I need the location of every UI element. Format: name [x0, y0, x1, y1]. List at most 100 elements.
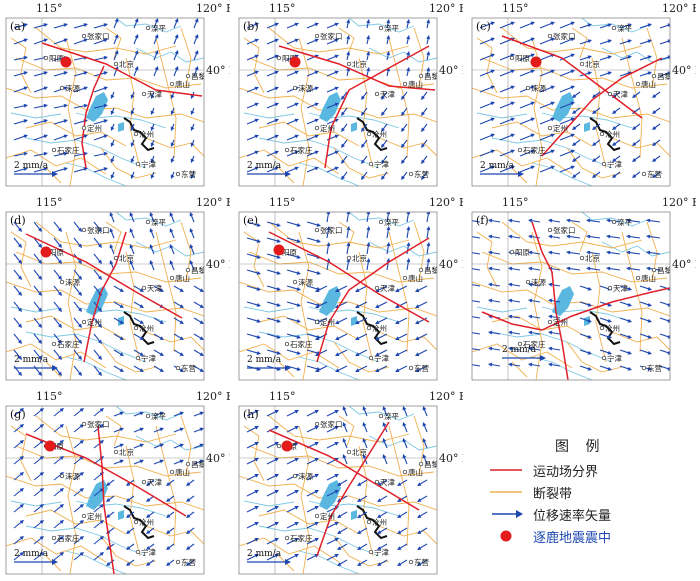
velocity-vector	[559, 69, 575, 77]
city-shijiazhuang: 石家庄	[284, 145, 313, 155]
velocity-vector	[606, 266, 621, 271]
fault-line	[413, 27, 425, 89]
velocity-vector	[246, 506, 259, 513]
velocity-vector	[33, 38, 48, 45]
river	[476, 306, 528, 313]
velocity-vector	[166, 479, 175, 486]
velocity-vector	[73, 408, 84, 417]
velocity-vector	[53, 349, 62, 360]
velocity-vector	[397, 559, 408, 566]
velocity-vector	[266, 237, 281, 243]
velocity-vector	[13, 349, 22, 360]
velocity-vector	[286, 333, 301, 339]
velocity-vector	[173, 34, 179, 45]
fault-line	[10, 425, 32, 482]
velocity-vector	[341, 107, 348, 116]
city-tangshan: 唐山	[402, 79, 423, 89]
velocity-vector	[266, 506, 279, 513]
velocity-vector	[13, 86, 28, 93]
legend-title: 图 例	[555, 439, 606, 455]
velocity-vector	[626, 266, 641, 271]
velocity-vector	[315, 301, 328, 308]
velocity-vector	[149, 244, 155, 255]
lat-label: 40° N	[672, 258, 696, 271]
svg-text:昌黎: 昌黎	[657, 71, 672, 81]
velocity-vector	[659, 365, 670, 371]
velocity-vector	[579, 349, 592, 355]
velocity-vector	[528, 314, 541, 319]
svg-text:滦平: 滦平	[617, 23, 632, 33]
city-dongying: 东营	[408, 363, 429, 373]
fault-line	[358, 251, 374, 363]
svg-text:张家口: 张家口	[87, 225, 110, 235]
lat-label: 40° N	[439, 64, 463, 77]
velocity-vector	[361, 107, 368, 116]
city-dongying: 东营	[175, 363, 196, 373]
fault-line	[6, 537, 107, 563]
velocity-vector	[13, 103, 28, 109]
velocity-vector	[153, 50, 159, 61]
svg-text:唐山: 唐山	[408, 79, 423, 89]
svg-text:宁津: 宁津	[141, 547, 156, 557]
velocity-vector	[326, 410, 339, 417]
svg-text:沧州: 沧州	[372, 323, 387, 333]
legend-label-epicenter: 逐鹿地震震中	[533, 530, 612, 546]
svg-text:石家庄: 石家庄	[523, 339, 546, 349]
svg-text:定州: 定州	[87, 511, 102, 521]
velocity-vector	[619, 301, 632, 307]
velocity-vector	[599, 317, 612, 323]
lake	[86, 286, 108, 316]
svg-text:东营: 东营	[414, 363, 429, 373]
city-beijing: 北京	[346, 447, 367, 457]
velocity-vector	[406, 212, 411, 223]
velocity-vector	[341, 139, 348, 148]
velocity-vector	[499, 117, 515, 125]
velocity-vector	[286, 38, 299, 45]
velocity-vector	[173, 333, 184, 340]
velocity-vector	[73, 23, 88, 29]
velocity-vector	[33, 134, 48, 141]
city-yangyuan: 阳原	[276, 54, 297, 63]
velocity-vector	[93, 269, 102, 280]
velocity-vector	[612, 107, 621, 114]
velocity-vector	[286, 22, 299, 29]
lon-right-label: 120° E	[429, 196, 463, 209]
velocity-vector	[397, 511, 408, 518]
velocity-vector	[306, 70, 319, 77]
velocity-vector	[499, 101, 515, 109]
velocity-vector	[13, 520, 24, 529]
svg-text:滦平: 滦平	[151, 217, 166, 227]
velocity-vector	[113, 285, 124, 292]
city-changli: 昌黎	[185, 265, 204, 275]
lake	[351, 510, 357, 520]
velocity-vector	[126, 495, 135, 502]
velocity-vector	[246, 333, 261, 339]
city-ningjin: 宁津	[368, 547, 389, 557]
svg-text:昌黎: 昌黎	[191, 459, 206, 469]
velocity-vector	[355, 349, 368, 356]
velocity-vector	[499, 85, 515, 93]
lon-right-label: 120° E	[662, 196, 696, 209]
motion-boundary	[81, 65, 105, 169]
velocity-vector	[395, 317, 408, 324]
fault-line	[378, 331, 437, 351]
svg-text:石家庄: 石家庄	[57, 145, 80, 155]
velocity-vector	[528, 298, 541, 303]
fault-line	[10, 231, 32, 288]
velocity-vector	[113, 18, 119, 29]
city-dongying: 东营	[641, 169, 662, 179]
velocity-vector	[566, 250, 581, 255]
motion-boundary	[41, 42, 203, 97]
river	[243, 306, 295, 313]
motion-boundary	[316, 421, 390, 557]
velocity-vector	[33, 424, 44, 433]
velocity-vector	[606, 234, 621, 239]
velocity-vector	[286, 317, 301, 323]
epicenter-marker	[273, 244, 285, 256]
velocity-vector	[599, 55, 612, 61]
svg-text:2 mm/a: 2 mm/a	[247, 161, 282, 171]
velocity-vector	[579, 39, 592, 45]
velocity-vector	[479, 133, 495, 141]
velocity-vector	[366, 258, 371, 271]
